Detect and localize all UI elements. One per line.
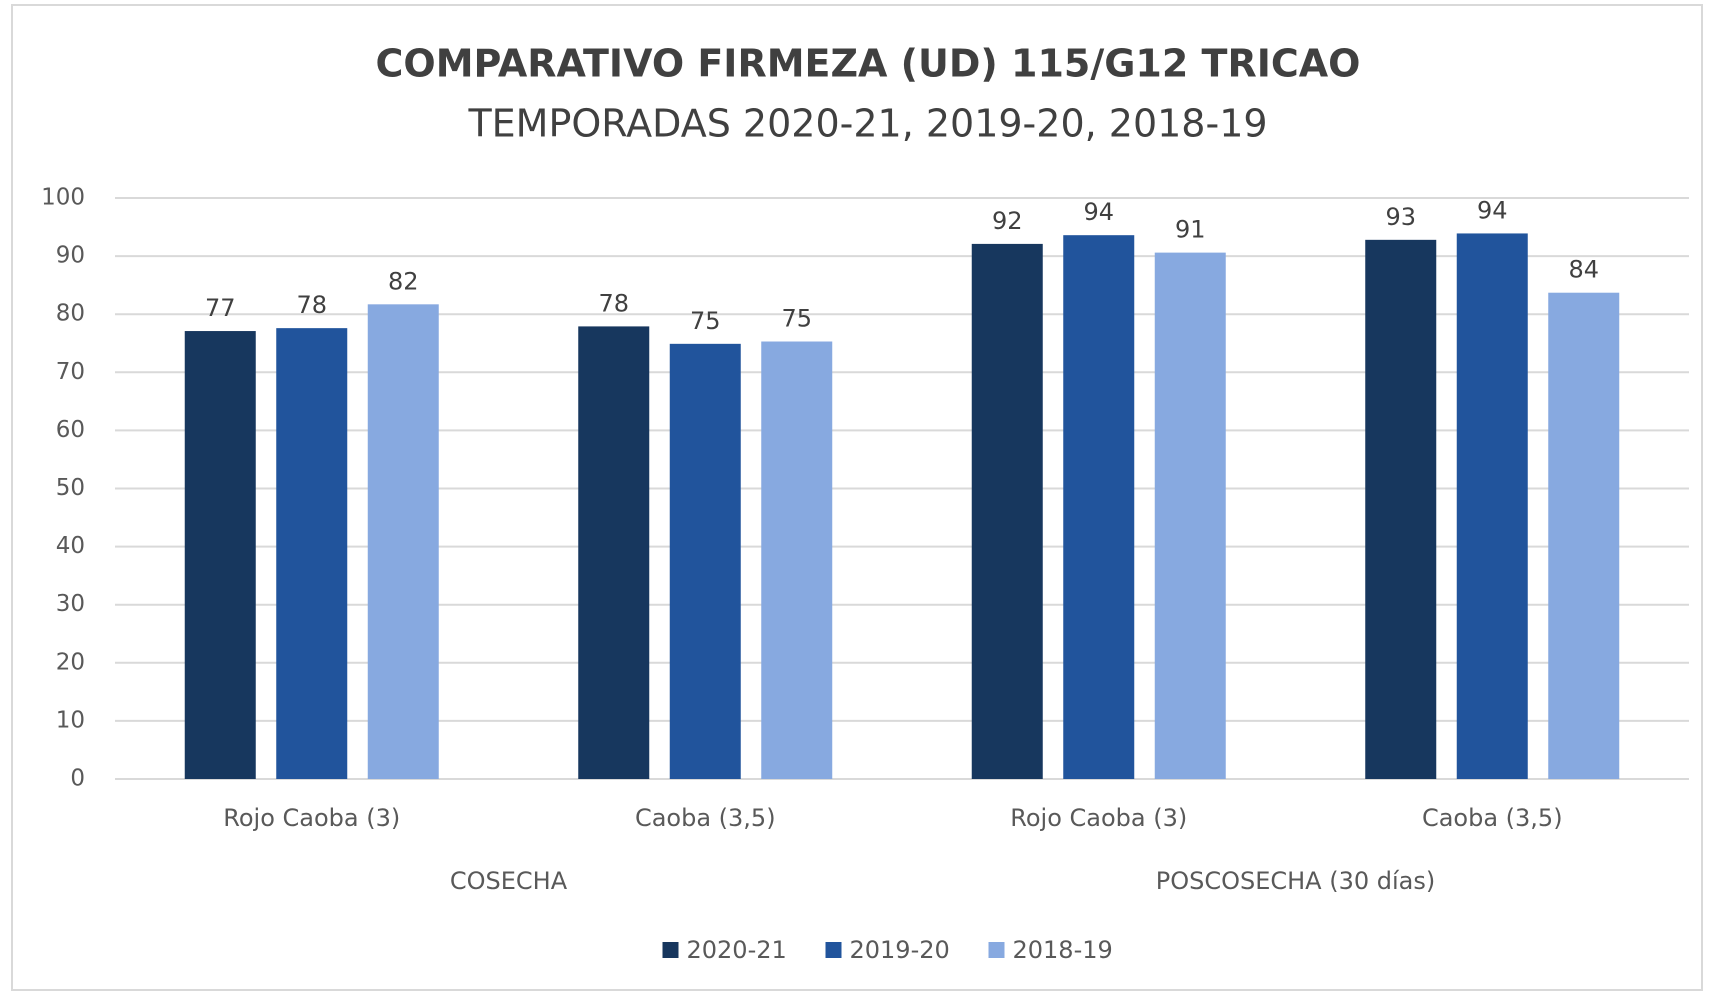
bar bbox=[276, 328, 348, 779]
legend-swatch bbox=[988, 942, 1005, 958]
data-label: 94 bbox=[1083, 198, 1114, 226]
data-label: 92 bbox=[992, 207, 1023, 235]
data-label: 93 bbox=[1385, 203, 1416, 231]
bar bbox=[761, 341, 833, 779]
legend-label: 2020-21 bbox=[687, 936, 787, 964]
data-label: 84 bbox=[1568, 256, 1599, 284]
data-label: 94 bbox=[1477, 196, 1508, 224]
y-tick-label: 0 bbox=[70, 766, 85, 792]
x-tick-label: Caoba (3,5) bbox=[1422, 804, 1563, 832]
bar bbox=[1063, 235, 1135, 779]
y-tick-label: 30 bbox=[56, 591, 85, 617]
bar bbox=[578, 326, 650, 779]
bar bbox=[184, 331, 256, 779]
data-label: 77 bbox=[205, 294, 236, 322]
legend-swatch bbox=[662, 942, 679, 958]
bar bbox=[669, 343, 741, 779]
bar bbox=[367, 304, 439, 779]
data-label: 82 bbox=[388, 267, 419, 295]
data-label: 75 bbox=[781, 305, 812, 333]
group-label: POSCOSECHA (30 días) bbox=[1156, 867, 1436, 895]
bar bbox=[1548, 292, 1620, 779]
y-tick-label: 10 bbox=[56, 707, 85, 733]
y-tick-label: 50 bbox=[56, 475, 85, 501]
data-label: 78 bbox=[598, 289, 629, 317]
y-tick-label: 60 bbox=[56, 417, 85, 443]
chart-subtitle: TEMPORADAS 2020-21, 2019-20, 2018-19 bbox=[467, 102, 1267, 146]
data-label: 75 bbox=[690, 307, 721, 335]
legend-label: 2019-20 bbox=[850, 936, 950, 964]
bar bbox=[971, 243, 1043, 780]
y-tick-label: 40 bbox=[56, 533, 85, 559]
y-tick-label: 90 bbox=[56, 243, 85, 269]
x-tick-label: Rojo Caoba (3) bbox=[223, 804, 400, 832]
bar bbox=[1456, 233, 1528, 780]
y-tick-label: 80 bbox=[56, 301, 85, 327]
legend-swatch bbox=[825, 942, 842, 958]
chart-title: COMPARATIVO FIRMEZA (UD) 115/G12 TRICAO bbox=[376, 42, 1361, 86]
y-tick-label: 70 bbox=[56, 359, 85, 385]
chart-border bbox=[11, 4, 1703, 991]
x-tick-label: Rojo Caoba (3) bbox=[1010, 804, 1187, 832]
data-label: 78 bbox=[296, 291, 327, 319]
y-tick-label: 100 bbox=[41, 185, 85, 211]
legend-label: 2018-19 bbox=[1013, 936, 1113, 964]
y-tick-label: 20 bbox=[56, 649, 85, 675]
bar bbox=[1154, 252, 1226, 779]
data-label: 91 bbox=[1175, 216, 1206, 244]
bar bbox=[1365, 239, 1437, 779]
group-label: COSECHA bbox=[450, 867, 568, 895]
x-tick-label: Caoba (3,5) bbox=[635, 804, 776, 832]
